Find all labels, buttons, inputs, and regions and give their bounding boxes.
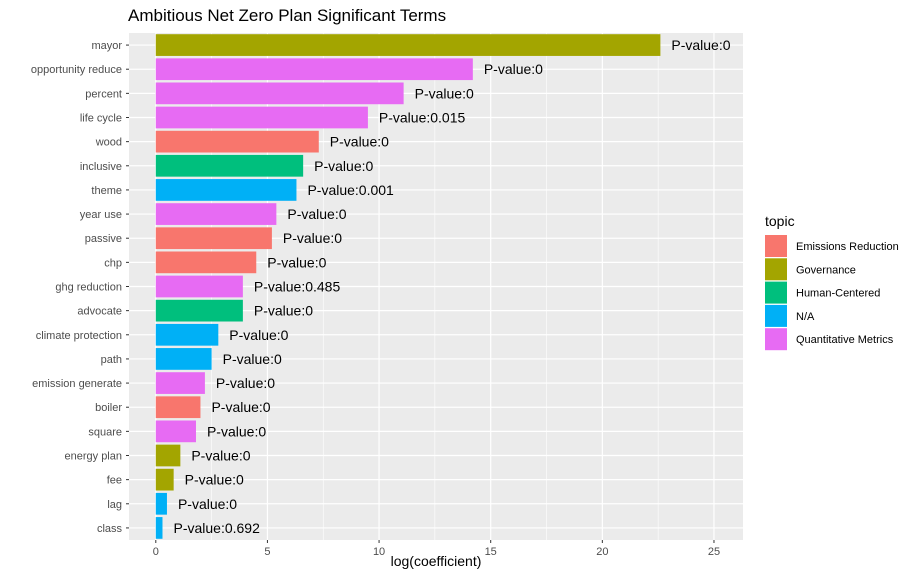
y-tick-label: theme <box>91 185 122 197</box>
x-axis-title: log(coefficient) <box>391 553 482 569</box>
y-tick-label: class <box>97 523 123 535</box>
data-label: P-value:0 <box>207 423 266 439</box>
legend-label: Governance <box>796 264 856 276</box>
bar <box>155 203 277 225</box>
legend-key <box>765 258 787 281</box>
y-tick-label: percent <box>85 88 122 100</box>
data-label: P-value:0.015 <box>379 110 466 126</box>
y-tick-label: square <box>88 426 122 438</box>
bar <box>155 58 473 81</box>
x-tick-label: 25 <box>708 546 720 558</box>
bar-layer <box>155 34 661 539</box>
y-tick-label: emission generate <box>32 378 122 390</box>
bar <box>155 492 167 515</box>
x-axis: 0 5 10 15 20 25 <box>153 540 720 558</box>
data-label: P-value:0 <box>191 448 250 464</box>
data-label: P-value:0 <box>267 254 326 270</box>
y-tick-label: climate protection <box>36 330 122 342</box>
y-tick-label: mayor <box>91 40 122 52</box>
bar <box>155 34 661 56</box>
bar <box>155 420 196 443</box>
bar <box>155 179 297 201</box>
bar <box>155 444 181 467</box>
data-label: P-value:0 <box>283 230 342 246</box>
y-tick-label: lag <box>107 499 122 511</box>
data-label: P-value:0 <box>330 134 389 150</box>
bar <box>155 227 272 250</box>
bar <box>155 275 243 298</box>
data-label: P-value:0 <box>229 327 288 343</box>
bar <box>155 468 174 491</box>
legend-label: N/A <box>796 311 815 323</box>
y-axis: mayor opportunity reduce percent life cycle… <box>31 40 129 535</box>
bar <box>155 517 163 539</box>
bar <box>155 130 319 153</box>
legend-key <box>765 281 787 304</box>
bar <box>155 323 219 346</box>
y-tick-label: life cycle <box>80 113 122 125</box>
data-label: P-value:0.001 <box>307 182 394 198</box>
legend: topic Emissions Reduction Governance Human… <box>765 213 899 351</box>
y-tick-label: wood <box>95 137 122 149</box>
data-label: P-value:0 <box>178 496 237 512</box>
legend-key <box>765 235 787 257</box>
bar <box>155 154 304 177</box>
data-label: P-value:0 <box>211 399 270 415</box>
y-tick-label: ghg reduction <box>55 282 122 294</box>
data-label: P-value:0 <box>185 472 244 488</box>
data-label: P-value:0 <box>484 61 543 77</box>
y-tick-label: passive <box>85 233 122 245</box>
y-tick-label: year use <box>80 209 122 221</box>
data-label: P-value:0 <box>287 206 346 222</box>
data-label: P-value:0 <box>415 85 474 101</box>
y-tick-label: inclusive <box>80 161 122 173</box>
y-tick-label: path <box>101 354 122 366</box>
bar <box>155 82 404 105</box>
x-tick-label: 5 <box>264 546 270 558</box>
bar <box>155 372 205 394</box>
data-label: P-value:0.692 <box>173 520 260 536</box>
x-tick-label: 20 <box>596 546 608 558</box>
data-label: P-value:0 <box>671 37 730 53</box>
x-tick-label: 10 <box>373 546 385 558</box>
data-label: P-value:0 <box>314 158 373 174</box>
y-tick-label: boiler <box>95 402 122 414</box>
grid-layer <box>129 33 743 540</box>
data-label: P-value:0.485 <box>254 279 341 295</box>
data-label-layer: P-value:0 P-value:0 P-value:0 P-value:0.015… <box>173 37 730 536</box>
y-tick-label: opportunity reduce <box>31 64 122 76</box>
y-tick-label: advocate <box>77 306 122 318</box>
x-tick-label: 0 <box>153 546 159 558</box>
x-tick-label: 15 <box>485 546 497 558</box>
y-tick-label: fee <box>107 475 122 487</box>
legend-label: Quantitative Metrics <box>796 334 894 346</box>
data-label: P-value:0 <box>216 375 275 391</box>
chart-title: Ambitious Net Zero Plan Significant Term… <box>128 6 446 25</box>
legend-label: Emissions Reduction <box>796 241 899 253</box>
bar <box>155 106 368 129</box>
bar <box>155 251 257 274</box>
bar <box>155 348 212 370</box>
bar <box>155 299 243 322</box>
bar <box>155 396 201 419</box>
legend-key <box>765 328 787 351</box>
data-label: P-value:0 <box>223 351 282 367</box>
data-label: P-value:0 <box>254 303 313 319</box>
legend-title: topic <box>765 213 795 229</box>
legend-key <box>765 304 787 327</box>
legend-label: Human-Centered <box>796 288 880 300</box>
y-tick-label: chp <box>104 257 122 269</box>
y-tick-label: energy plan <box>65 451 123 463</box>
